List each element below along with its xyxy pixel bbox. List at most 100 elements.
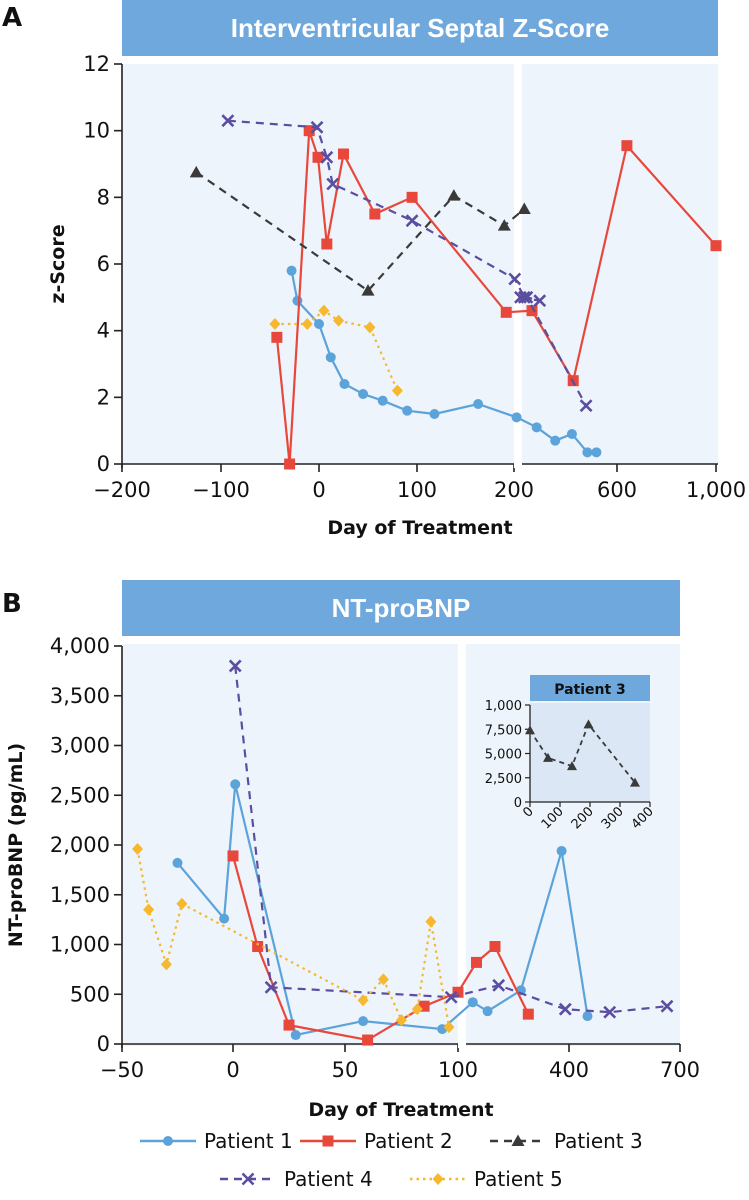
panel-a-patient-2-point bbox=[338, 148, 349, 160]
panel-a-y-tick-label: 0 bbox=[97, 452, 110, 476]
panel-a-patient-5-point bbox=[333, 314, 345, 327]
inset-y-tick-label: 5,000 bbox=[485, 748, 522, 763]
panel-a-patient-4-point bbox=[326, 177, 340, 191]
inset-patient-3-point bbox=[583, 719, 594, 729]
inset-y-tick-label: 2,500 bbox=[485, 772, 522, 787]
panel-a-patient-1-point bbox=[582, 447, 593, 458]
panel-b-patient-1-point bbox=[358, 1016, 369, 1027]
panel-a-x-axis-title: Day of Treatment bbox=[327, 517, 512, 539]
panel-a-patient-2-point bbox=[284, 458, 296, 470]
legend-item-patient-4: Patient 4 bbox=[220, 1167, 373, 1191]
panel-b-x-tick-label: 700 bbox=[660, 1058, 700, 1082]
panel-b-patient-2-point bbox=[522, 1008, 534, 1020]
panel-b-patient-5-point bbox=[176, 897, 188, 910]
inset-patient-3-point bbox=[525, 725, 535, 735]
panel-b-patient-1-point bbox=[467, 997, 478, 1008]
panel-a-series-layer bbox=[189, 114, 722, 470]
panel-a-y-tick-label: 8 bbox=[97, 185, 110, 209]
panel-a-x-tick-label: 0 bbox=[312, 478, 325, 502]
panel-a-patient-1-point bbox=[550, 435, 561, 446]
panel-b-patient-5-point bbox=[425, 915, 437, 928]
panel-a-axis-break bbox=[514, 58, 522, 468]
panel-a-patient-1-point bbox=[286, 265, 297, 276]
panel-a-axes: 0 2 4 6 8 10 12 −200 −100 0 100 200 600 1,000 bbox=[83, 52, 746, 502]
legend-label: Patient 2 bbox=[364, 1129, 453, 1153]
panel-b-patient-5-point bbox=[143, 903, 155, 916]
panel-b-x-tick-label: −50 bbox=[100, 1058, 144, 1082]
panel-a-patient-1-point bbox=[566, 429, 577, 439]
legend-label: Patient 4 bbox=[284, 1167, 373, 1191]
panel-a-patient-3-point bbox=[189, 165, 203, 178]
panel-b-y-tick-label: 3,000 bbox=[50, 734, 110, 758]
panel-b-patient-5-point bbox=[411, 1003, 423, 1016]
panel-a-patient-1-point bbox=[292, 295, 303, 306]
panel-a-patient-2-point bbox=[710, 240, 722, 252]
panel-a-y-tick-label: 10 bbox=[83, 119, 110, 143]
panel-a-x-tick-label: −200 bbox=[93, 478, 151, 502]
panel-b-y-tick-label: 1,500 bbox=[50, 883, 110, 907]
legend-label: Patient 1 bbox=[204, 1129, 293, 1153]
panel-a-patient-5-point bbox=[318, 304, 330, 317]
inset-series-layer bbox=[525, 719, 640, 787]
panel-b-axis-break-gap bbox=[458, 1038, 466, 1048]
panel-b-banner bbox=[122, 580, 680, 636]
panel-b-axes: 05001,0001,5002,0002,5003,0003,5004,000−… bbox=[50, 634, 700, 1082]
inset-patient-3-point bbox=[543, 752, 553, 762]
panel-a-patient-2-point bbox=[271, 331, 283, 343]
panel-a-x-tick-label: 600 bbox=[597, 478, 637, 502]
legend-item-patient-5: Patient 5 bbox=[410, 1167, 563, 1191]
panel-b-patient-2-point bbox=[362, 1034, 374, 1046]
panel-a-patient-1-point bbox=[473, 399, 484, 409]
panel-a-patient-1-line bbox=[290, 270, 597, 454]
panel-a-patient-1-point bbox=[511, 412, 522, 423]
panel-a-patient-4-point bbox=[579, 399, 593, 413]
legend-item-patient-3: Patient 3 bbox=[490, 1129, 643, 1153]
panel-a-title: Interventricular Septal Z-Score bbox=[231, 13, 610, 43]
panel-a-patient-1-point bbox=[402, 405, 413, 416]
panel-b-patient-2-point bbox=[452, 986, 464, 998]
panel-a-y-tick-label: 4 bbox=[97, 319, 110, 343]
panel-a-y-tick-label: 2 bbox=[97, 385, 110, 409]
panel-b-patient-5-point bbox=[377, 973, 389, 986]
panel-a-patient-1-point bbox=[591, 447, 602, 458]
panel-b-patient-2-point bbox=[283, 1019, 295, 1031]
panel-a-patient-4-point bbox=[405, 214, 419, 228]
panel-a-plot-area bbox=[122, 64, 718, 464]
legend: Patient 1 Patient 2 Patient 3 Patient 4 Pati… bbox=[140, 1129, 643, 1191]
panel-b-patient-5-point bbox=[357, 994, 369, 1007]
panel-a-patient-3-point bbox=[447, 189, 461, 201]
panel-a-x-tick-label: 1,000 bbox=[686, 478, 746, 502]
panel-b-patient-2-point bbox=[227, 850, 239, 862]
legend-item-patient-1: Patient 1 bbox=[140, 1129, 293, 1153]
panel-b-patient-4-point bbox=[264, 980, 278, 994]
panel-a-patient-1-point bbox=[325, 352, 336, 363]
panel-a-y-axis-title: z-Score bbox=[47, 224, 69, 303]
panel-a-patient-4-point bbox=[520, 290, 534, 304]
panel-a-patient-2-point bbox=[312, 151, 324, 163]
panel-b-y-tick-label: 500 bbox=[70, 982, 110, 1006]
panel-a-y-tick-label: 6 bbox=[97, 252, 110, 276]
inset-title: Patient 3 bbox=[554, 682, 626, 698]
legend-label: Patient 3 bbox=[554, 1129, 643, 1153]
panel-b-x-tick-label: 50 bbox=[332, 1058, 359, 1082]
panel-b-letter: B bbox=[2, 589, 22, 619]
inset-y-tick-label: 0 bbox=[514, 796, 522, 811]
panel-b-patient-1-point bbox=[290, 1030, 301, 1041]
panel-b-series-layer bbox=[132, 659, 674, 1048]
panel-b-y-axis-title: NT-proBNP (pg/mL) bbox=[5, 743, 27, 947]
legend-swatch-marker bbox=[241, 1172, 255, 1186]
panel-b-patient-4-point bbox=[660, 999, 674, 1013]
panel-b-y-tick-label: 1,000 bbox=[50, 933, 110, 957]
panel-a-x-tick-label: −100 bbox=[192, 478, 250, 502]
panel-a-patient-3-point bbox=[517, 202, 531, 214]
panel-b-patient-2-point bbox=[471, 956, 482, 968]
panel-b-patient-4-point bbox=[228, 659, 242, 673]
panel-b-x-axis-title: Day of Treatment bbox=[308, 1099, 493, 1121]
panel-a-letter: A bbox=[2, 3, 22, 33]
panel-a-axis-break-gap bbox=[514, 458, 522, 468]
panel-a-patient-1-point bbox=[377, 395, 388, 406]
panel-a-patient-2-point bbox=[526, 305, 538, 317]
panel-b-patient-1-point bbox=[582, 1011, 593, 1022]
panel-b-y-tick-label: 2,500 bbox=[50, 783, 110, 807]
panel-a-patient-4-point bbox=[533, 294, 547, 308]
